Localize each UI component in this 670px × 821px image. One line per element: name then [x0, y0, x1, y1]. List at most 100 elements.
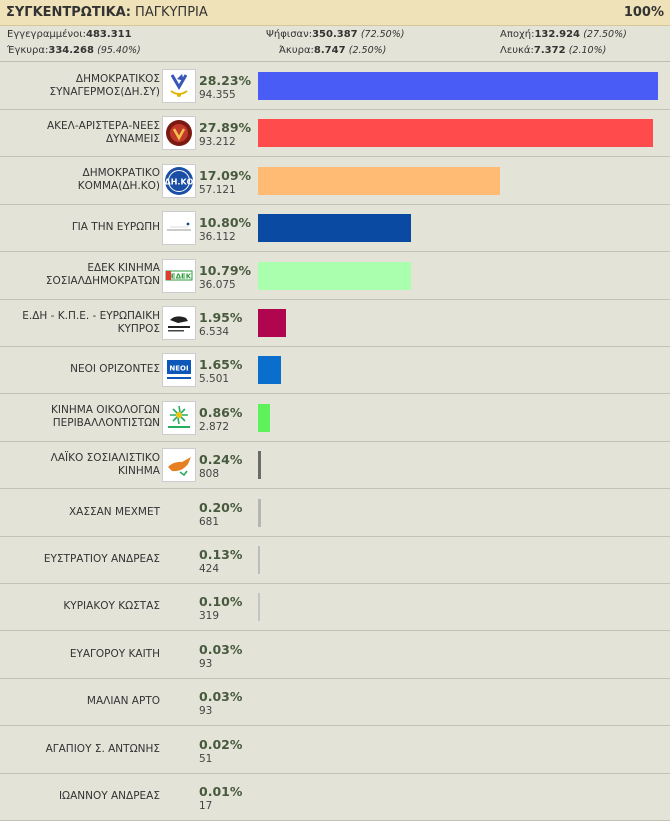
vote-percent: 10.80% — [199, 215, 252, 231]
candidate-name: ΛΑΪΚΟ ΣΟΣΙΑΛΙΣΤΙΚΟ ΚΙΝΗΜΑ — [50, 451, 160, 477]
stat-percent: (2.50%) — [348, 45, 387, 56]
vote-count: 17 — [199, 800, 213, 812]
vote-count: 57.121 — [199, 183, 236, 196]
stat-value: 132.924 — [534, 29, 581, 40]
ecologists-logo — [162, 400, 196, 435]
vote-count: 5.501 — [199, 373, 230, 386]
candidate-name: Ε.ΔΗ - Κ.Π.Ε. - ΕΥΡΩΠΑΙΚΗ ΚΥΠΡΟΣ — [22, 309, 160, 335]
candidate-name: ΙΩΑΝΝΟΥ ΑΝΔΡΕΑΣ — [58, 790, 160, 802]
logo-caption: ΕΔΕΚ — [171, 272, 192, 280]
title-region: ΠΑΓΚΥΠΡΙΑ — [130, 5, 208, 20]
disy-logo — [162, 69, 196, 103]
stat-value: 483.311 — [86, 29, 132, 40]
europe-logo — [162, 211, 196, 246]
result-row: ΕΔΕΚ ΚΙΝΗΜΑ ΣΟΣΙΑΛΔΗΜΟΚΡΑΤΩΝ ΕΔΕΚ 10.79% 36… — [0, 252, 670, 300]
candidate-name: ΕΔΕΚ ΚΙΝΗΜΑ ΣΟΣΙΑΛΔΗΜΟΚΡΑΤΩΝ — [45, 262, 160, 288]
vote-bar — [258, 451, 262, 480]
vote-bar — [258, 72, 658, 100]
vote-bar — [258, 498, 261, 527]
stat-percent: (2.10%) — [568, 45, 607, 56]
stat-valid: Έγκυρα:334.268 (95.40%) — [7, 45, 141, 56]
vote-percent: 0.86% — [199, 404, 243, 420]
vote-count: 51 — [199, 752, 213, 765]
candidate-name: ΕΥΑΓΟΡΟΥ ΚΑΙΤΗ — [69, 647, 160, 660]
title-label: ΣΥΓΚΕΝΤΡΩΤΙΚΑ: — [6, 5, 131, 20]
vote-percent: 0.03% — [199, 689, 243, 705]
stat-registered: Εγγεγραμμένοι:483.311 — [7, 29, 132, 40]
vote-bar — [258, 593, 260, 622]
vote-bar — [258, 403, 271, 432]
stat-abstention: Αποχή:132.924 (27.50%) — [500, 29, 627, 40]
vote-count: 93 — [199, 705, 213, 718]
vote-bar — [258, 166, 501, 195]
vote-count: 93 — [199, 657, 213, 670]
result-row: ΜΑΛΙΑΝ ΑΡΤΟ 0.03% 93 — [0, 678, 670, 727]
stat-invalid: Άκυρα:8.747 (2.50%) — [279, 45, 386, 56]
stat-percent: (95.40%) — [97, 45, 141, 56]
candidate-name: ΜΑΛΙΑΝ ΑΡΤΟ — [86, 695, 160, 708]
result-row: ΚΥΡΙΑΚΟΥ ΚΩΣΤΑΣ 0.10% 319 — [0, 583, 670, 632]
candidate-name: ΕΥΣΤΡΑΤΙΟΥ ΑΝΔΡΕΑΣ — [43, 553, 160, 565]
popular-socialist-logo — [162, 448, 196, 483]
result-row: ΑΓΑΠΙΟΥ Σ. ΑΝΤΩΝΗΣ 0.02% 51 — [0, 726, 670, 774]
stat-value: 8.747 — [313, 45, 346, 56]
vote-percent: 0.24% — [199, 452, 243, 468]
candidate-name: ΑΓΑΠΙΟΥ Σ. ΑΝΤΩΝΗΣ — [45, 742, 160, 755]
vote-bar — [258, 214, 411, 243]
vote-percent: 0.02% — [199, 736, 243, 752]
result-row: ΑΚΕΛ-ΑΡΙΣΤΕΡΑ-ΝΕΕΣ ΔΥΝΑΜΕΙΣ 27.89% 93.212 — [0, 109, 670, 158]
stat-voted: Ψήφισαν:350.387 (72.50%) — [266, 29, 404, 40]
stat-percent: (72.50%) — [360, 29, 405, 40]
result-row: Ε.ΔΗ - Κ.Π.Ε. - ΕΥΡΩΠΑΙΚΗ ΚΥΠΡΟΣ 1.95% 6.5… — [0, 299, 670, 347]
result-row: ΓΙΑ ΤΗΝ ΕΥΡΩΠΗ 10.80% 36.112 — [0, 204, 670, 253]
vote-percent: 0.03% — [199, 641, 243, 657]
logo-caption: ΔΗ.ΚΟ — [165, 177, 194, 186]
page-title: ΣΥΓΚΕΝΤΡΩΤΙΚΑ: ΠΑΓΚΥΠΡΙΑ — [6, 5, 208, 20]
vote-count: 36.112 — [199, 231, 236, 244]
akel-logo — [162, 116, 196, 151]
new-horizons-logo: ΝΕΟΙ — [162, 353, 196, 388]
diko-logo: ΔΗ.ΚΟ — [162, 163, 196, 198]
logo-caption: ΝΕΟΙ — [169, 365, 188, 373]
vote-count: 93.212 — [199, 136, 236, 149]
candidate-name: ΚΥΡΙΑΚΟΥ ΚΩΣΤΑΣ — [63, 600, 160, 613]
vote-count: 2.872 — [199, 420, 230, 433]
turnout-stats: Εγγεγραμμένοι:483.311 Ψήφισαν:350.387 (7… — [0, 26, 670, 62]
candidate-name: ΔΗΜΟΚΡΑΤΙΚΟ ΚΟΜΜΑ(ΔΗ.ΚΟ) — [77, 167, 160, 193]
candidate-name: ΑΚΕΛ-ΑΡΙΣΤΕΡΑ-ΝΕΕΣ ΔΥΝΑΜΕΙΣ — [46, 119, 160, 145]
vote-count: 808 — [199, 468, 220, 481]
result-row: ΕΥΣΤΡΑΤΙΟΥ ΑΝΔΡΕΑΣ 0.13% 424 — [0, 536, 670, 584]
result-row: ΛΑΪΚΟ ΣΟΣΙΑΛΙΣΤΙΚΟ ΚΙΝΗΜΑ 0.24% 808 — [0, 441, 670, 490]
vote-count: 36.075 — [199, 278, 236, 291]
stat-label: Εγγεγραμμένοι: — [7, 29, 87, 40]
vote-bar — [258, 546, 260, 574]
vote-percent: 17.09% — [199, 167, 252, 183]
vote-bar — [258, 261, 411, 290]
result-row: ΔΗΜΟΚΡΑΤΙΚΟ ΚΟΜΜΑ(ΔΗ.ΚΟ) ΔΗ.ΚΟ 17.09% 57.12… — [0, 157, 670, 205]
vote-percent: 0.10% — [199, 594, 243, 610]
result-row: ΝΕΟΙ ΟΡΙΖΟΝΤΕΣ ΝΕΟΙ 1.65% 5.501 — [0, 346, 670, 395]
vote-percent: 0.01% — [199, 784, 243, 799]
candidate-name: ΝΕΟΙ ΟΡΙΖΟΝΤΕΣ — [70, 363, 160, 376]
stat-label: Αποχή: — [500, 29, 535, 40]
candidate-name: ΚΙΝΗΜΑ ΟΙΚΟΛΟΓΩΝ ΠΕΡΙΒΑΛΛΟΝΤΙΣΤΩΝ — [51, 404, 160, 430]
vote-percent: 0.20% — [199, 499, 243, 515]
stat-label: Ψήφισαν: — [266, 29, 313, 40]
vote-percent: 27.89% — [199, 120, 252, 136]
vote-percent: 0.13% — [199, 547, 243, 562]
result-row: ΙΩΑΝΝΟΥ ΑΝΔΡΕΑΣ 0.01% 17 — [0, 773, 670, 821]
vote-count: 94.355 — [199, 89, 236, 101]
candidate-name: ΓΙΑ ΤΗΝ ΕΥΡΩΠΗ — [71, 221, 160, 234]
vote-count: 319 — [199, 610, 220, 623]
vote-count: 681 — [199, 515, 220, 528]
vote-percent: 1.95% — [199, 310, 243, 325]
vote-percent: 10.79% — [199, 262, 252, 278]
vote-bar — [258, 356, 282, 385]
edek-logo: ΕΔΕΚ — [162, 258, 196, 293]
vote-count: 424 — [199, 563, 220, 575]
results-header: ΣΥΓΚΕΝΤΡΩΤΙΚΑ: ΠΑΓΚΥΠΡΙΑ 100% — [0, 0, 670, 26]
vote-percent: 28.23% — [199, 73, 252, 88]
candidate-name: ΧΑΣΣΑΝ ΜΕΧΜΕΤ — [68, 505, 160, 518]
candidate-name: ΔΗΜΟΚΡΑΤΙΚΟΣ ΣΥΝΑΓΕΡΜΟΣ(ΔΗ.ΣΥ) — [49, 72, 160, 98]
stat-label: Λευκά: — [500, 45, 534, 56]
